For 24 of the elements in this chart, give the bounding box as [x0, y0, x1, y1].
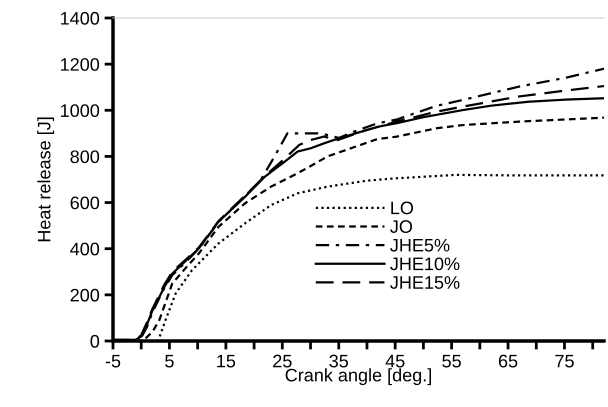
legend-label: JHE10% — [390, 257, 460, 270]
y-tick-label: 1400 — [61, 12, 100, 25]
x-tick-label: -5 — [106, 354, 120, 368]
y-tick-label: 400 — [70, 242, 100, 256]
x-tick-label: 75 — [555, 354, 574, 368]
y-tick-label: 600 — [70, 196, 100, 210]
legend-label: JHE5% — [390, 238, 450, 252]
x-tick-label: 15 — [217, 354, 236, 368]
y-tick-label: 200 — [70, 288, 100, 302]
x-tick-label: 25 — [273, 354, 292, 368]
legend-label: JO — [390, 220, 412, 233]
legend-label: LO — [391, 202, 414, 214]
x-tick-label: 45 — [386, 354, 404, 368]
y-tick-label: 1200 — [61, 58, 100, 71]
x-axis-title: Crank angle [deg.] — [286, 368, 431, 386]
x-tick-label: 65 — [498, 354, 518, 368]
x-tick-label: 55 — [442, 354, 461, 368]
x-tick-label: 5 — [165, 354, 174, 368]
y-tick-label: 800 — [70, 150, 100, 164]
y-tick-label: 0 — [90, 334, 100, 348]
x-tick-label: 35 — [329, 354, 348, 368]
legend-label: JHE15% — [390, 276, 460, 289]
y-tick-label: 1000 — [61, 104, 100, 118]
y-axis-title: Heat release [J] — [37, 118, 54, 242]
